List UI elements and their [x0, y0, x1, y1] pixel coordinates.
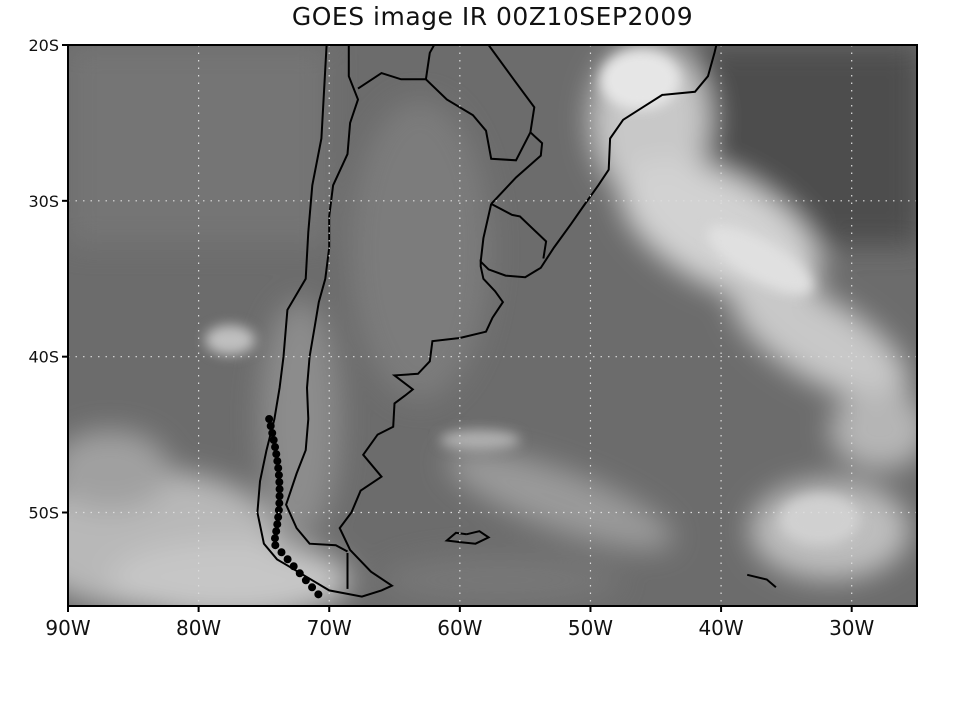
x-tick-label: 60W: [437, 616, 482, 640]
island: [289, 562, 298, 571]
coastline: [479, 203, 493, 262]
island: [275, 499, 284, 508]
island: [274, 513, 283, 522]
island: [274, 471, 283, 480]
coastline: [425, 45, 536, 162]
ir-imagery: [68, 45, 917, 606]
axes: 90W 80W 70W 60W 50W 40W 30W 20S 30S 40S 50S: [28, 36, 874, 640]
x-tick-label: 40W: [698, 616, 743, 640]
island: [275, 485, 284, 494]
island: [275, 478, 284, 487]
island: [273, 457, 282, 466]
coastline: [285, 45, 360, 553]
y-tick-label: 20S: [28, 36, 59, 55]
x-tick-label: 80W: [176, 616, 221, 640]
island: [295, 569, 304, 578]
x-tick-label: 30W: [829, 616, 874, 640]
island: [314, 590, 323, 599]
coastline: [444, 530, 491, 545]
island: [308, 583, 317, 592]
y-tick-label: 40S: [28, 348, 59, 367]
x-tick-label: 90W: [45, 616, 90, 640]
island: [271, 443, 280, 452]
island: [277, 548, 286, 557]
coastline: [746, 573, 777, 589]
map-frame: [67, 44, 918, 607]
island: [274, 506, 283, 515]
coastline: [490, 131, 544, 205]
map-title: GOES image IR 00Z10SEP2009: [291, 2, 694, 31]
coastline: [490, 203, 548, 259]
x-tick-label: 70W: [307, 616, 352, 640]
coastline: [424, 45, 436, 80]
island: [273, 520, 282, 529]
coastline: [357, 72, 426, 90]
island: [270, 534, 279, 543]
x-tick-label: 50W: [568, 616, 613, 640]
island: [283, 555, 292, 564]
island: [265, 415, 274, 423]
island: [274, 464, 283, 473]
island: [269, 436, 278, 445]
island: [272, 450, 281, 459]
island: [275, 492, 284, 501]
y-tick-label: 50S: [28, 504, 59, 523]
island: [301, 576, 310, 585]
island: [266, 422, 275, 431]
coastlines: [256, 45, 777, 599]
y-tick-label: 30S: [28, 192, 59, 211]
island: [272, 527, 281, 536]
island: [271, 541, 280, 550]
island: [268, 429, 277, 438]
